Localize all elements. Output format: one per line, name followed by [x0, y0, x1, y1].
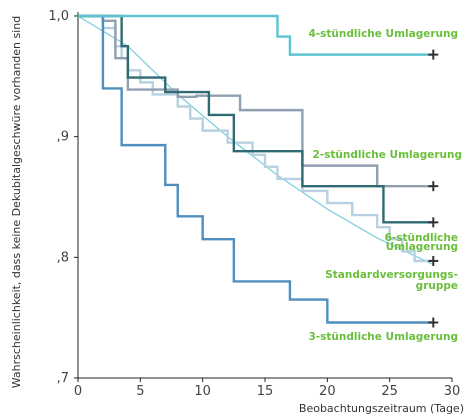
y-axis-title: Wahrscheinlichkeit, dass keine Dekubital… — [10, 16, 23, 389]
censor-marker — [428, 49, 439, 60]
series-label: 3-stündliche Umlagerung — [308, 331, 458, 343]
series-label: 4-stündliche Umlagerung — [308, 28, 458, 40]
series-labels: 4-stündliche Umlagerung 2-stündliche Umla… — [308, 28, 462, 343]
x-tick-label: 10 — [194, 384, 211, 399]
y-tick-label: 1,0 — [48, 9, 69, 24]
censor-marker — [428, 255, 439, 266]
x-tick-labels: 0 5 10 15 20 25 30 — [74, 378, 460, 399]
series-label: Standardversorgungs-gruppe — [325, 269, 458, 292]
series-line — [78, 14, 434, 263]
x-tick-label: 25 — [381, 384, 398, 399]
y-tick-label: ,7 — [57, 371, 69, 386]
series-line — [78, 14, 434, 188]
x-axis-title: Beobachtungszeitraum (Tage) — [299, 402, 464, 415]
x-tick-label: 15 — [257, 384, 274, 399]
series-lines — [77, 14, 434, 324]
censor-marker — [428, 181, 439, 192]
x-tick-label: 0 — [74, 384, 82, 399]
x-tick-label: 20 — [319, 384, 336, 399]
censor-markers — [428, 49, 439, 328]
series-label: 6-stündliche Umlagerung — [385, 232, 458, 253]
censor-marker — [428, 317, 439, 328]
censor-marker — [428, 217, 439, 228]
y-tick-labels: ,7 ,8 ,9 1,0 — [48, 9, 78, 386]
x-tick-label: 30 — [444, 384, 461, 399]
y-tick-label: ,9 — [57, 130, 69, 145]
y-tick-label: ,8 — [57, 250, 69, 265]
x-tick-label: 5 — [136, 384, 144, 399]
series-label: 2-stündliche Umlagerung — [312, 149, 462, 161]
series-line — [78, 14, 434, 324]
trend-line — [77, 15, 434, 266]
series-line — [78, 14, 434, 224]
series-line — [78, 14, 434, 56]
